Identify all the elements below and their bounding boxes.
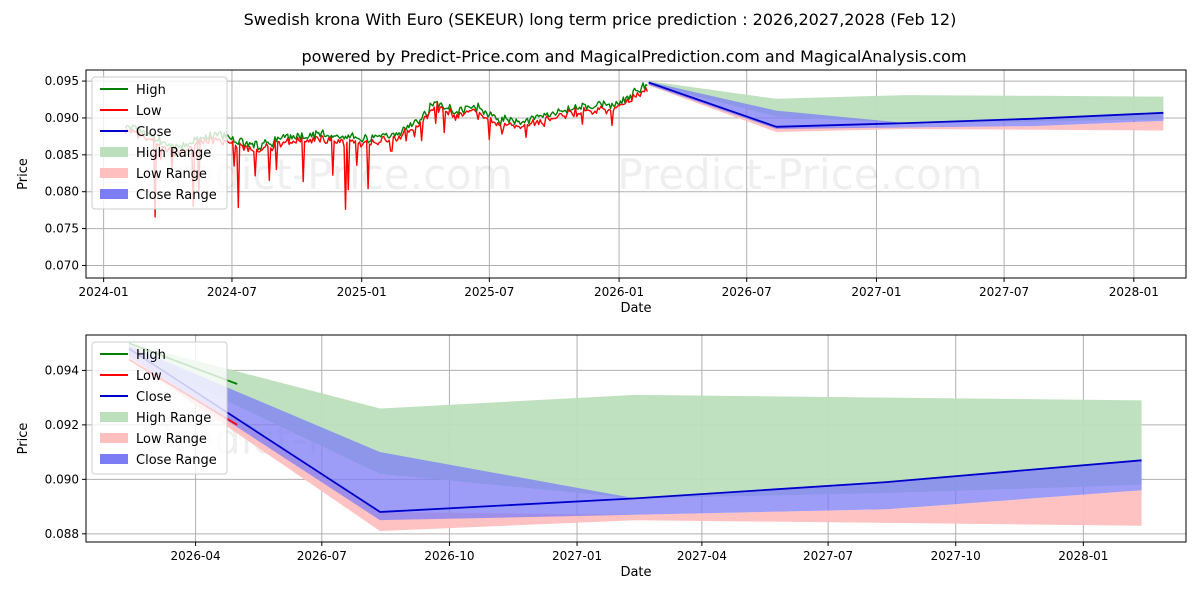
low-range-band — [129, 351, 1142, 532]
x-tick-label: 2027-04 — [677, 549, 727, 563]
x-tick-label: 2026-10 — [424, 549, 474, 563]
y-tick-label: 0.080 — [45, 185, 79, 199]
close-series-line — [128, 347, 1142, 513]
x-tick-label: 2027-07 — [979, 285, 1029, 299]
x-tick-label: 2028-01 — [1058, 549, 1108, 563]
y-tick-label: 0.090 — [45, 111, 79, 125]
y-tick-label: 0.095 — [45, 74, 79, 88]
x-tick-label: 2024-01 — [79, 285, 129, 299]
x-tick-label: 2027-01 — [552, 549, 602, 563]
y-axis-label: Price — [16, 423, 31, 455]
legend-label: High Range — [136, 411, 211, 426]
close-range-band — [648, 81, 1164, 129]
legend-label: High — [136, 83, 166, 98]
legend-swatch — [100, 412, 128, 422]
y-tick-label: 0.090 — [45, 472, 79, 486]
chart-subtitle: powered by Predict-Price.com and Magical… — [301, 47, 966, 66]
legend-label: High — [136, 348, 166, 363]
y-tick-label: 0.088 — [45, 527, 79, 541]
legend-label: Close — [136, 125, 171, 140]
x-axis-label: Date — [620, 565, 651, 580]
legend-label: Low — [136, 369, 162, 384]
legend-swatch — [100, 433, 128, 443]
x-tick-label: 2025-07 — [464, 285, 514, 299]
legend-label: Low Range — [136, 167, 207, 182]
chart-title: Swedish krona With Euro (SEKEUR) long te… — [244, 10, 957, 29]
x-tick-label: 2024-07 — [207, 285, 257, 299]
legend-swatch — [100, 147, 128, 157]
legend-swatch — [100, 189, 128, 199]
legend-label: Low Range — [136, 432, 207, 447]
x-tick-label: 2026-07 — [722, 285, 772, 299]
close-range-band — [129, 345, 1142, 521]
legend-label: Close Range — [136, 453, 217, 468]
x-tick-label: 2027-01 — [851, 285, 901, 299]
x-tick-label: 2026-07 — [297, 549, 347, 563]
top-panel: 2024-01 2024-07 2025-01 2025-07 2026-01 2026-… — [16, 69, 1187, 316]
plot-frame — [85, 334, 1187, 543]
legend-label: Close Range — [136, 188, 217, 203]
low-range-band — [648, 83, 1164, 132]
plot-frame — [85, 69, 1187, 279]
y-tick-label: 0.092 — [45, 418, 79, 432]
legend-swatch — [100, 454, 128, 464]
legend-swatch — [100, 168, 128, 178]
x-tick-label: 2025-01 — [337, 285, 387, 299]
legend-label: Low — [136, 104, 162, 119]
legend-label: High Range — [136, 146, 211, 161]
bottom-panel: 2026-04 2026-07 2026-10 2027-01 2027-04 2027-… — [16, 334, 1187, 580]
y-tick-label: 0.070 — [45, 258, 79, 272]
x-tick-label: 2027-07 — [803, 549, 853, 563]
y-axis-label: Price — [16, 158, 31, 190]
watermark: Predict-Price.com — [617, 150, 982, 199]
x-tick-label: 2026-01 — [594, 285, 644, 299]
x-axis-label: Date — [620, 301, 651, 316]
x-tick-label: 2026-04 — [171, 549, 221, 563]
y-tick-label: 0.075 — [45, 222, 79, 236]
x-tick-label: 2028-01 — [1109, 285, 1159, 299]
legend-label: Close — [136, 390, 171, 405]
y-tick-label: 0.094 — [45, 363, 79, 377]
y-tick-label: 0.085 — [45, 148, 79, 162]
x-tick-label: 2027-10 — [931, 549, 981, 563]
close-forecast-line — [648, 81, 1164, 128]
